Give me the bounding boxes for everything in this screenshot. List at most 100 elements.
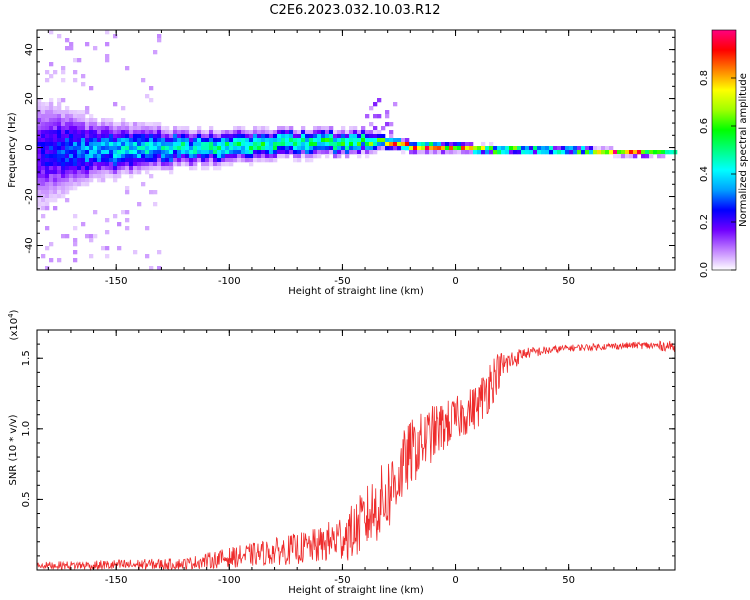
heatmap-cell [217, 142, 222, 147]
heatmap-cell [73, 118, 78, 123]
heatmap-cell [233, 130, 238, 135]
heatmap-cell [353, 146, 358, 151]
heatmap-cell [49, 174, 54, 179]
heatmap-cell [585, 150, 590, 155]
heatmap-cell [145, 146, 150, 151]
heatmap-cell [49, 158, 54, 163]
heatmap-cell [481, 142, 486, 147]
heatmap-cell [501, 146, 506, 151]
heatmap-cell [57, 186, 62, 191]
heatmap-cell [181, 130, 186, 135]
heatmap-cell [93, 142, 98, 147]
heatmap-cell [57, 134, 62, 139]
heatmap-cell [153, 138, 158, 143]
heatmap-cell [237, 126, 242, 131]
heatmap-cell [477, 150, 482, 155]
heatmap-cell [101, 122, 106, 127]
heatmap-cell [197, 138, 202, 143]
heatmap-cell [185, 150, 190, 155]
heatmap-cell [101, 158, 106, 163]
heatmap-cell [373, 126, 378, 131]
heatmap-cell [237, 142, 242, 147]
heatmap-cell [205, 142, 210, 147]
heatmap-cell [289, 130, 294, 135]
heatmap-cell [205, 166, 210, 171]
heatmap-cell [113, 138, 118, 143]
heatmap-cell [157, 146, 162, 151]
heatmap-cell [345, 138, 350, 143]
heatmap-cell [269, 158, 274, 163]
heatmap-cell [61, 118, 66, 123]
heatmap-cell [141, 130, 146, 135]
heatmap-cell [129, 154, 134, 159]
heatmap-cell [41, 106, 46, 111]
heatmap-cell [277, 134, 282, 139]
heatmap-cell [153, 142, 158, 147]
heatmap-cell [153, 134, 158, 139]
heatmap-cell [301, 138, 306, 143]
heatmap-cell [97, 134, 102, 139]
heatmap-cell [257, 158, 262, 163]
heatmap-cell [489, 142, 494, 147]
heatmap-cell [81, 146, 86, 151]
heatmap-cell [85, 134, 90, 139]
heatmap-cell [193, 158, 198, 163]
heatmap-cell [105, 218, 110, 223]
heatmap-cell [181, 134, 186, 139]
heatmap-cell [73, 142, 78, 147]
heatmap-cell [357, 134, 362, 139]
heatmap-cell [201, 138, 206, 143]
colorbar-tick-label: 0.6 [699, 118, 710, 134]
heatmap-cell [101, 154, 106, 159]
heatmap-cell [157, 250, 162, 255]
heatmap-cell [53, 166, 58, 171]
heatmap-cell [477, 146, 482, 151]
snr-y-axis-label: SNR (10 * v/v) [8, 414, 19, 485]
heatmap-cell [69, 110, 74, 115]
heatmap-cell [49, 182, 54, 187]
heatmap-cell [37, 190, 42, 195]
heatmap-cell [205, 130, 210, 135]
heatmap-cell [77, 134, 82, 139]
heatmap-cell [89, 238, 94, 243]
heatmap-cell [533, 150, 538, 155]
snr-multiplier-prefix: (x10 [9, 318, 20, 341]
heatmap-cell [265, 154, 270, 159]
heatmap-cell [145, 134, 150, 139]
heatmap-cell [293, 130, 298, 135]
heatmap-cell [117, 158, 122, 163]
heatmap-cell [413, 150, 418, 155]
heatmap-cell [361, 126, 366, 131]
heatmap-cell [237, 158, 242, 163]
heatmap-cell [165, 166, 170, 171]
heatmap-cell [209, 126, 214, 131]
heatmap-cell [65, 170, 70, 175]
heatmap-cell [125, 150, 130, 155]
heatmap-cell [173, 138, 178, 143]
heatmap-cell [541, 146, 546, 151]
heatmap-cell [313, 150, 318, 155]
heatmap-cell [85, 130, 90, 135]
heatmap-cell [289, 146, 294, 151]
heatmap-cell [145, 154, 150, 159]
spectrogram-x-axis-label: Height of straight line (km) [288, 286, 424, 297]
heatmap-cell [57, 126, 62, 131]
heatmap-cell [389, 130, 394, 135]
heatmap-cell [521, 150, 526, 155]
heatmap-cell [161, 134, 166, 139]
heatmap-cell [125, 170, 130, 175]
heatmap-cell [493, 146, 498, 151]
heatmap-cell [181, 138, 186, 143]
heatmap-cell [497, 146, 502, 151]
heatmap-cell [93, 130, 98, 135]
heatmap-cell [105, 166, 110, 171]
heatmap-cell [189, 158, 194, 163]
heatmap-cell [177, 146, 182, 151]
heatmap-cell [89, 142, 94, 147]
heatmap-cell [469, 146, 474, 151]
heatmap-cell [117, 150, 122, 155]
heatmap-cell [325, 134, 330, 139]
heatmap-cell [109, 166, 114, 171]
heatmap-cell [113, 170, 118, 175]
heatmap-cell [361, 130, 366, 135]
